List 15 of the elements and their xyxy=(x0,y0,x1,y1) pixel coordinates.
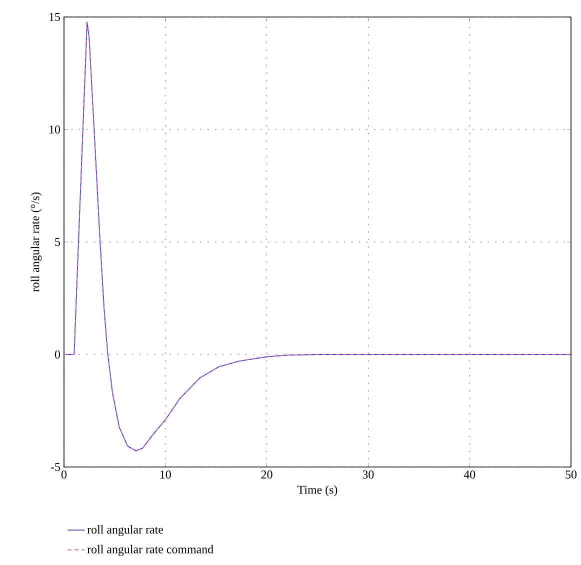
x-tick-label: 20 xyxy=(261,470,272,479)
y-tick-label: 5 xyxy=(55,238,60,246)
y-tick-label: -5 xyxy=(50,463,60,471)
y-tick-label: 10 xyxy=(50,125,60,134)
x-tick-label: 50 xyxy=(566,470,577,479)
x-tick-label: 0 xyxy=(61,470,67,479)
y-tick-label: 0 xyxy=(54,350,60,359)
x-tick-label: 10 xyxy=(160,470,171,479)
x-tick-label: 40 xyxy=(464,470,476,479)
legend-label: roll angular rate command xyxy=(87,544,214,556)
y-axis-title: roll angular rate (°/s) xyxy=(30,192,42,292)
legend-label: roll angular rate xyxy=(87,525,164,536)
y-tick-label: 15 xyxy=(50,12,60,21)
x-tick-label: 30 xyxy=(362,470,374,479)
x-axis-title: Time (s) xyxy=(298,485,338,496)
